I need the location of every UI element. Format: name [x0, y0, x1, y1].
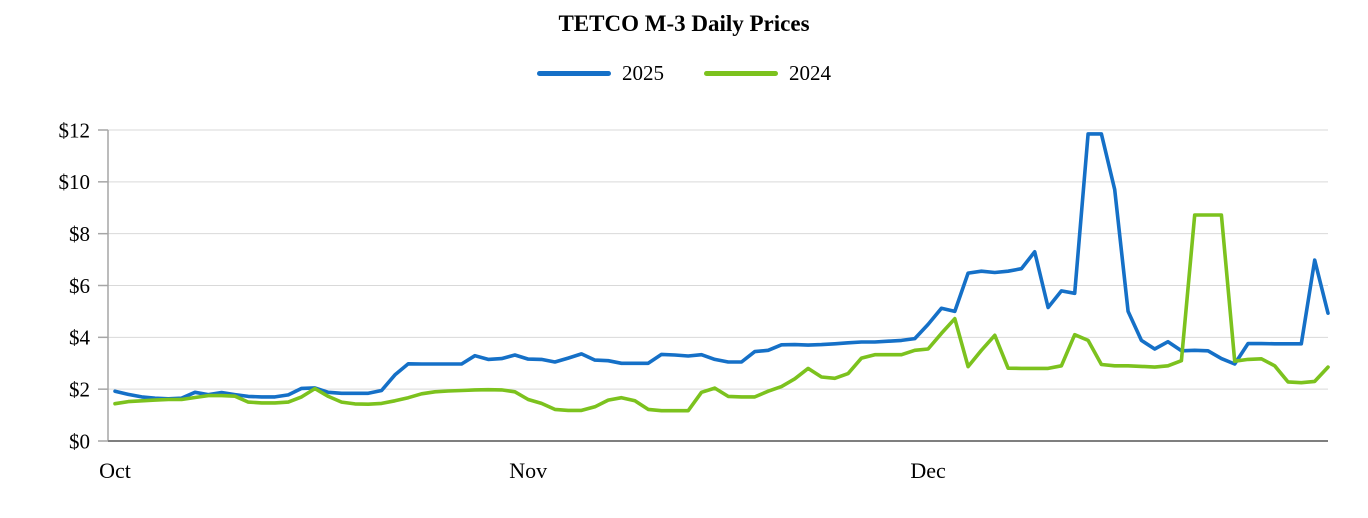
x-tick-label: Nov — [509, 458, 547, 483]
x-tick-label: Dec — [910, 458, 946, 483]
x-tick-label: Oct — [99, 458, 131, 483]
y-tick-label: $0 — [69, 429, 90, 453]
chart-legend: 2025 2024 — [0, 61, 1368, 86]
legend-swatch-2025 — [537, 71, 611, 76]
legend-item-2024: 2024 — [704, 61, 831, 86]
y-tick-label: $6 — [69, 274, 90, 298]
legend-item-2025: 2025 — [537, 61, 664, 86]
legend-label-2024: 2024 — [789, 61, 831, 85]
legend-swatch-2024 — [704, 71, 778, 76]
series-line-2025 — [113, 132, 1330, 401]
y-tick-label: $12 — [59, 118, 91, 142]
y-tick-label: $8 — [69, 222, 90, 246]
legend-label-2025: 2025 — [622, 61, 664, 85]
series-line-2024 — [113, 213, 1330, 413]
y-tick-label: $2 — [69, 378, 90, 402]
chart-title: TETCO M-3 Daily Prices — [558, 11, 810, 36]
y-tick-label: $4 — [69, 326, 91, 350]
y-tick-label: $10 — [59, 170, 91, 194]
